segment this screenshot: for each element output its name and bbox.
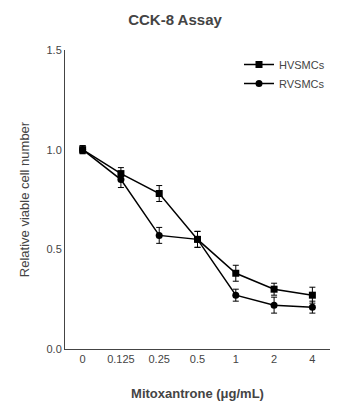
svg-text:1.5: 1.5 (47, 44, 62, 56)
svg-text:RVSMCs: RVSMCs (279, 78, 325, 90)
svg-text:CCK-8 Assay: CCK-8 Assay (128, 11, 222, 28)
svg-text:1.0: 1.0 (47, 144, 62, 156)
svg-text:2: 2 (271, 353, 277, 365)
svg-text:1: 1 (233, 353, 239, 365)
svg-text:0.25: 0.25 (148, 353, 169, 365)
svg-text:4: 4 (309, 353, 315, 365)
svg-text:HVSMCs: HVSMCs (279, 59, 325, 71)
svg-text:0.0: 0.0 (47, 343, 62, 355)
svg-text:0.5: 0.5 (190, 353, 205, 365)
svg-text:0: 0 (80, 353, 86, 365)
svg-text:Mitoxantrone (μg/mL): Mitoxantrone (μg/mL) (131, 386, 264, 401)
svg-text:Relative viable cell number: Relative viable cell number (17, 121, 32, 277)
svg-text:0.5: 0.5 (47, 243, 62, 255)
svg-text:0.125: 0.125 (107, 353, 135, 365)
